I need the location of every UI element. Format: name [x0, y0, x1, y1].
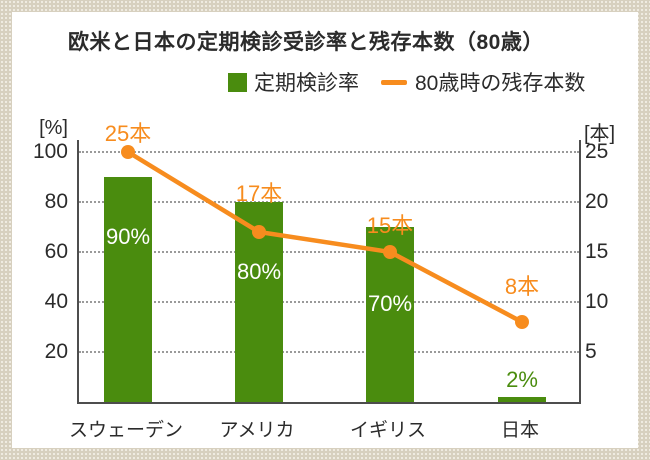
bar-japan — [498, 397, 546, 402]
gridline-20 — [79, 351, 579, 353]
line-value-japan: 8本 — [504, 274, 540, 299]
legend-bar-label: 定期検診率 — [254, 72, 359, 95]
right-tick-5: 5 — [585, 340, 597, 363]
legend-line-swatch — [381, 79, 407, 85]
category-sweden: スウェーデン — [68, 420, 183, 441]
legend: 定期検診率 80歳時の残存本数 — [228, 67, 585, 97]
category-japan: 日本 — [500, 420, 539, 441]
chart-title: 欧米と日本の定期検診受診率と残存本数（80歳） — [68, 31, 544, 54]
right-tick-10: 10 — [585, 290, 609, 313]
legend-bar-swatch — [228, 72, 247, 92]
category-america: アメリカ — [219, 420, 295, 441]
remaining-teeth-line — [121, 145, 529, 329]
legend-line-label: 80歳時の残存本数 — [415, 72, 586, 95]
gridline-60 — [79, 251, 579, 253]
chart-background: 欧米と日本の定期検診受診率と残存本数（80歳） 定期検診率 80歳時の残存本数 … — [12, 12, 638, 448]
right-tick-20: 20 — [585, 190, 609, 213]
bar-value-japan: 2% — [506, 367, 538, 392]
category-uk: イギリス — [349, 420, 426, 441]
left-tick-40: 40 — [44, 290, 68, 313]
right-tick-25: 25 — [585, 140, 609, 163]
line-value-america: 17本 — [235, 181, 283, 206]
line-value-sweden: 25本 — [104, 121, 152, 146]
left-tick-20: 20 — [44, 340, 68, 363]
gridline-40 — [79, 301, 579, 303]
line-value-uk: 15本 — [366, 213, 414, 238]
bar-value-uk: 70% — [367, 291, 413, 316]
bar-value-america: 80% — [236, 259, 282, 284]
plot-area: 90% 80% 70% 2% 25本 17本 15本 8本 — [77, 121, 581, 404]
left-tick-100: 100 — [32, 140, 68, 163]
left-tick-80: 80 — [44, 190, 68, 213]
left-tick-60: 60 — [44, 240, 68, 263]
gridline-80 — [79, 201, 579, 203]
gridline-100 — [79, 151, 579, 153]
left-axis-unit: [%] — [39, 117, 68, 139]
right-tick-15: 15 — [585, 240, 609, 263]
bar-value-sweden: 90% — [105, 224, 151, 249]
right-axis-unit: [本] — [584, 123, 616, 145]
bar-sweden — [104, 177, 152, 402]
